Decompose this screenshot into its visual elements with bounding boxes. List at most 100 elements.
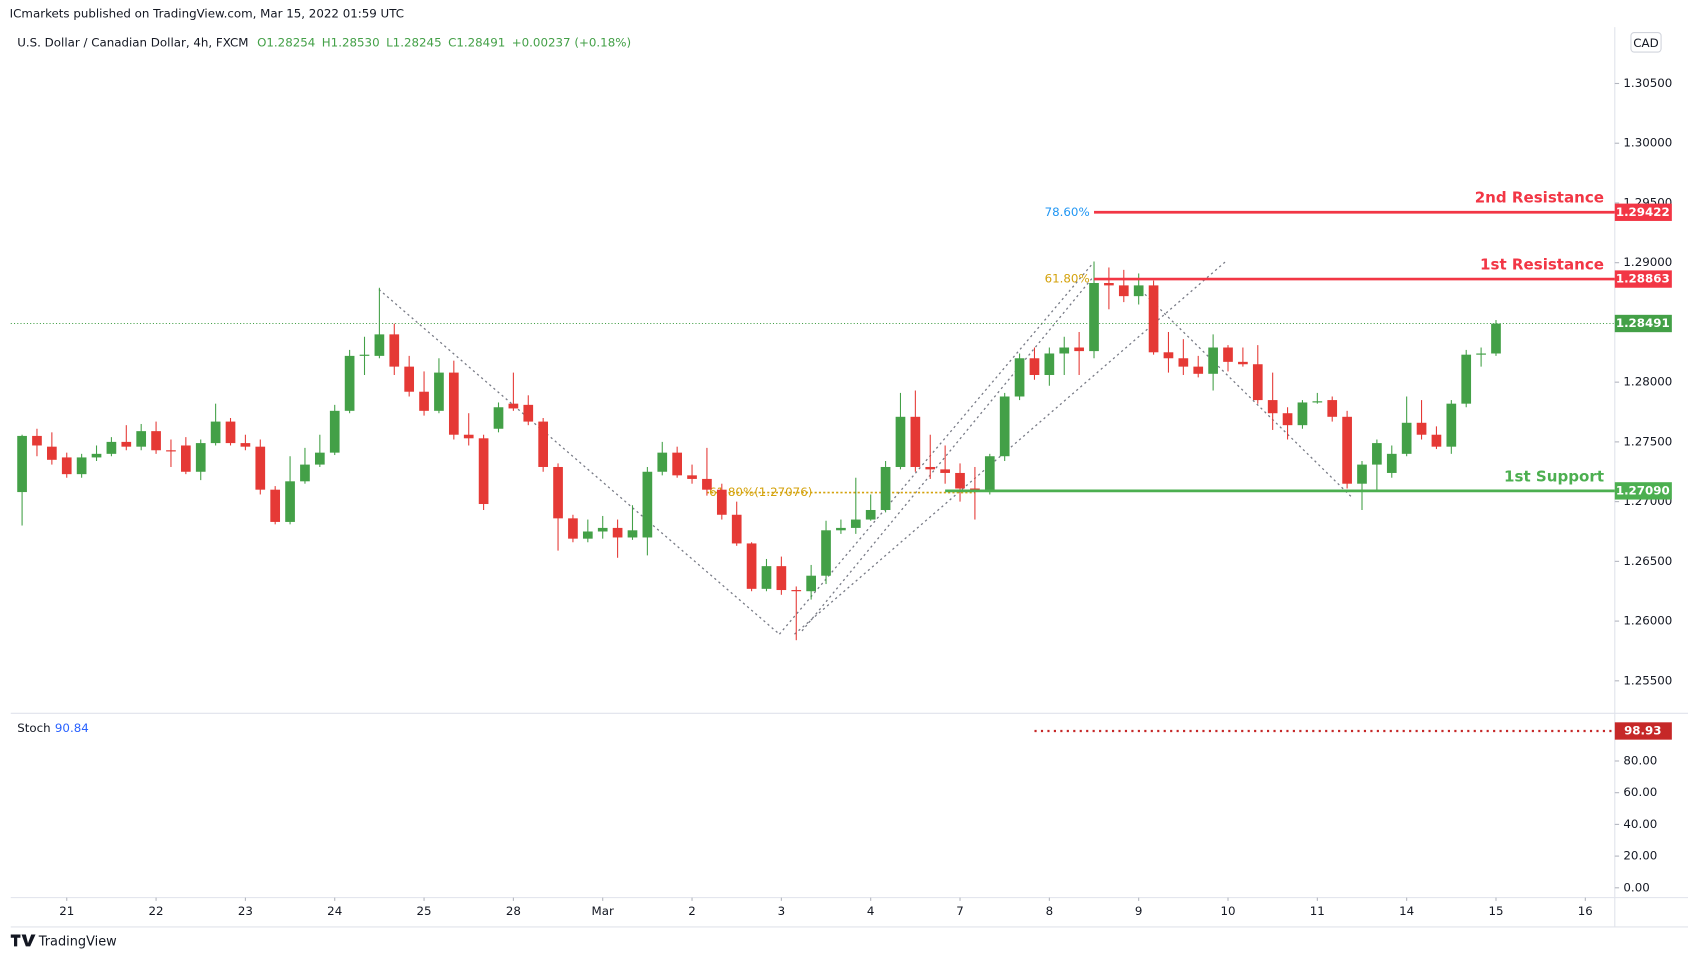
price-tag-label: 1.29422	[1616, 205, 1670, 219]
y-tick-label: 40.00	[1623, 817, 1657, 831]
candle-body	[612, 527, 623, 538]
candle-body	[746, 543, 757, 589]
candle-body	[300, 464, 310, 482]
candle-body	[210, 421, 221, 444]
indicator-title: Stoch	[17, 721, 50, 735]
candle-body	[434, 372, 444, 411]
y-tick-label: 0.00	[1623, 880, 1649, 894]
candle-body	[1104, 283, 1114, 286]
x-tick-label: 15	[1488, 904, 1503, 918]
candle-body	[1372, 443, 1382, 465]
candle-body	[1089, 283, 1099, 352]
candle-body	[17, 435, 27, 493]
x-tick-label: 8	[1046, 904, 1054, 918]
candle-body	[136, 431, 147, 447]
y-tick-label: 1.26000	[1623, 614, 1672, 628]
x-tick-label: 22	[149, 904, 164, 918]
candle-body	[627, 530, 638, 538]
candle-body	[1059, 347, 1070, 354]
candle-body	[523, 404, 534, 422]
candle-body	[240, 443, 251, 447]
ohlc-change: +0.00237 (+0.18%)	[512, 35, 631, 49]
candle-body	[1327, 400, 1338, 417]
candle-body	[1178, 358, 1189, 367]
candle-body	[419, 391, 429, 411]
candle-body	[1461, 354, 1472, 404]
candle-body	[1193, 366, 1204, 374]
x-tick-label: 11	[1310, 904, 1325, 918]
candle-body	[970, 488, 980, 490]
x-tick-label: 21	[59, 904, 74, 918]
candle-body	[61, 457, 72, 475]
candle-body	[582, 531, 593, 539]
candle-body	[836, 527, 846, 531]
candle-body	[359, 354, 370, 356]
price-tag	[1614, 203, 1672, 221]
logo	[10, 934, 36, 947]
candle-body	[151, 431, 161, 451]
x-tick-label: 3	[778, 904, 786, 918]
price-tag	[1614, 482, 1672, 500]
candle-body	[1252, 364, 1263, 401]
candle-body	[731, 514, 742, 544]
candle-body	[448, 372, 459, 435]
y-tick-label: 1.30000	[1623, 136, 1672, 150]
candle-body	[329, 410, 340, 453]
fib-line	[378, 288, 780, 635]
fib-label: 61.80%	[1045, 272, 1090, 286]
y-tick-label: 1.30500	[1623, 76, 1672, 90]
candle-body	[1357, 464, 1367, 484]
price-tag	[1614, 314, 1672, 333]
candle-body	[106, 441, 117, 454]
y-tick-label: 1.29000	[1623, 255, 1672, 269]
candle-body	[791, 590, 802, 592]
price-tag-label: 1.27090	[1616, 483, 1670, 497]
candle-body	[344, 355, 355, 411]
fib-line	[801, 277, 1094, 632]
x-tick-label: 10	[1220, 904, 1235, 918]
x-tick-label: 24	[327, 904, 342, 918]
candle-body	[925, 466, 936, 470]
price-tag-label: 1.28491	[1616, 316, 1670, 330]
candle-body	[1282, 413, 1293, 426]
candle-body	[374, 334, 385, 356]
candle-body	[1133, 285, 1144, 297]
candle-body	[1044, 353, 1055, 375]
y-tick-label: 1.28000	[1623, 375, 1672, 389]
currency-box[interactable]	[1630, 31, 1662, 53]
candle-body	[1238, 361, 1248, 365]
candle-body	[702, 478, 712, 490]
candle-body	[1342, 416, 1352, 484]
y-tick-label: 1.25500	[1623, 673, 1672, 687]
candle-body	[1074, 347, 1084, 352]
x-tick-label: Mar	[592, 904, 614, 918]
indicator-value: 90.84	[55, 721, 89, 735]
candle-body	[314, 452, 325, 465]
candle-body	[657, 452, 668, 472]
candle-body	[1267, 400, 1278, 414]
candle-body	[1431, 434, 1442, 447]
x-tick-label: 9	[1135, 904, 1143, 918]
candle-body	[1416, 422, 1427, 435]
candle-body	[1312, 401, 1323, 403]
level-name: 2nd Resistance	[1475, 189, 1604, 207]
candle-body	[1223, 347, 1233, 362]
candle-body	[984, 456, 995, 490]
x-tick-label: 14	[1399, 904, 1414, 918]
price-tag	[1614, 270, 1672, 288]
candle-body	[999, 396, 1010, 457]
candle-body	[389, 334, 400, 367]
candle-body	[716, 489, 727, 515]
ohlc-high: H1.28530	[322, 35, 380, 49]
footer-brand: TradingView	[38, 935, 117, 950]
y-tick-label: 20.00	[1623, 849, 1657, 863]
price-tag-label: 98.93	[1624, 723, 1661, 737]
level-name: 1st Resistance	[1480, 255, 1604, 273]
candle-body	[270, 489, 281, 522]
candle-body	[761, 566, 772, 589]
price-tag	[1614, 722, 1672, 740]
candle-body	[1163, 352, 1174, 359]
published-line: ICmarkets published on TradingView.com, …	[10, 7, 404, 21]
